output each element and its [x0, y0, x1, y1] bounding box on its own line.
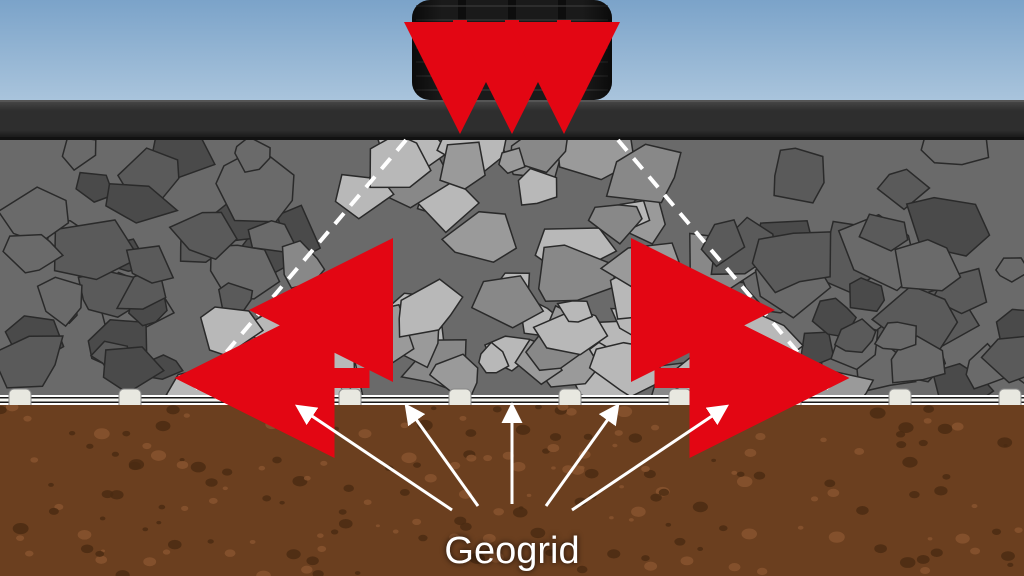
geogrid-label-text: Geogrid [444, 530, 579, 572]
asphalt-layer [0, 100, 1024, 140]
geogrid-layer [0, 395, 1024, 405]
aggregate-layer [0, 140, 1024, 395]
diagram-scene: Geogrid [0, 0, 1024, 576]
tire [412, 0, 612, 100]
geogrid-label: Geogrid [444, 530, 579, 573]
